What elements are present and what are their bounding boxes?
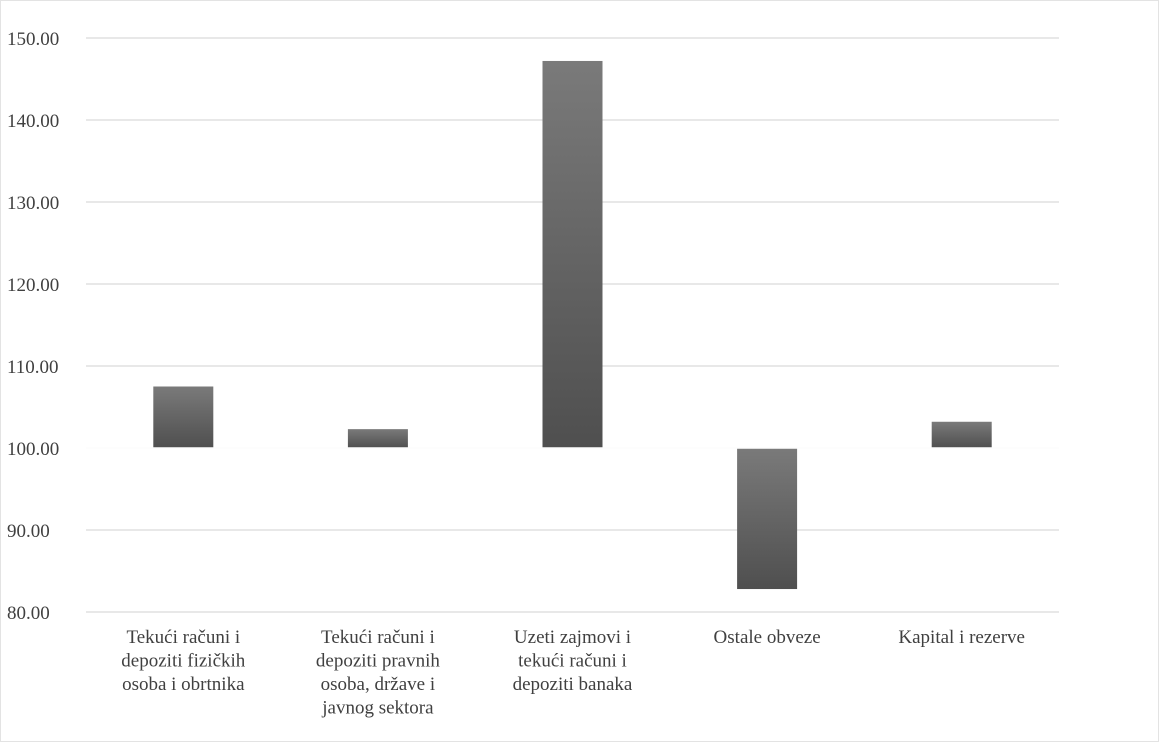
x-category-label: Ostale obveze [714,627,821,648]
y-tick-label: 120.00 [7,275,59,296]
bar [931,421,992,448]
x-category-label: Tekući računi i depoziti pravnih osoba, dr… [316,627,440,719]
y-tick-label: 100.00 [7,439,59,460]
y-tick-label: 140.00 [7,111,59,132]
y-axis-tick-labels: 80.00 90.00 100.00 110.00 120.00 130.00 140.00… [7,29,59,624]
x-category-label: Tekući računi i depoziti fizičkih osoba i … [121,627,245,695]
bar [542,60,603,449]
bar [153,386,214,448]
y-tick-label: 80.00 [7,603,50,624]
y-tick-label: 110.00 [7,357,59,378]
x-category-label: Uzeti zajmovi i tekući računi i depoziti b… [513,627,633,695]
y-tick-label: 150.00 [7,29,59,50]
bar [347,429,408,448]
bars [153,60,992,590]
y-tick-label: 130.00 [7,193,59,214]
bar [737,448,798,590]
y-tick-label: 90.00 [7,521,50,542]
x-category-label: Kapital i rezerve [898,627,1025,648]
x-axis-category-labels: Tekući računi i depoziti fizičkih osoba i … [121,627,1025,719]
